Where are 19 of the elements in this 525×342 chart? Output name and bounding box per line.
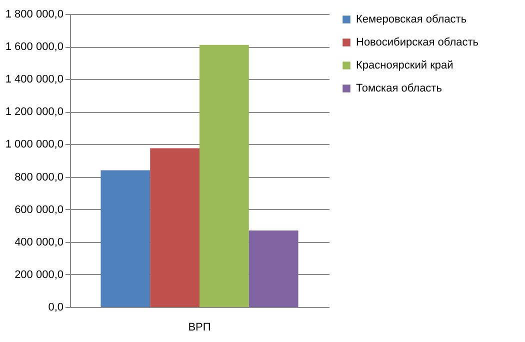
y-tick-label: 400 000,0	[14, 236, 64, 248]
bar	[248, 230, 298, 307]
y-tick-label: 200 000,0	[14, 268, 64, 281]
y-tick-label: 1 600 000,0	[5, 41, 64, 54]
legend-label: Кемеровская область	[356, 14, 467, 26]
bar	[150, 148, 200, 307]
y-tick-label: 1 400 000,0	[5, 74, 64, 86]
bar	[200, 44, 249, 307]
y-tick-label: 1 200 000,0	[5, 106, 64, 118]
y-tick-label: 1 000 000,0	[5, 138, 64, 151]
x-tick-label: ВРП	[188, 322, 211, 334]
legend-label: Томская область	[356, 82, 442, 94]
y-tick-label: 0,0	[48, 302, 64, 314]
y-tick-label: 1 800 000,0	[5, 8, 64, 20]
y-tick-label: 800 000,0	[14, 171, 64, 184]
legend-label: Красноярский край	[356, 60, 454, 72]
bar	[100, 170, 150, 307]
y-tick-label: 600 000,0	[14, 204, 64, 216]
legend-label: Новосибирская область	[356, 36, 479, 48]
